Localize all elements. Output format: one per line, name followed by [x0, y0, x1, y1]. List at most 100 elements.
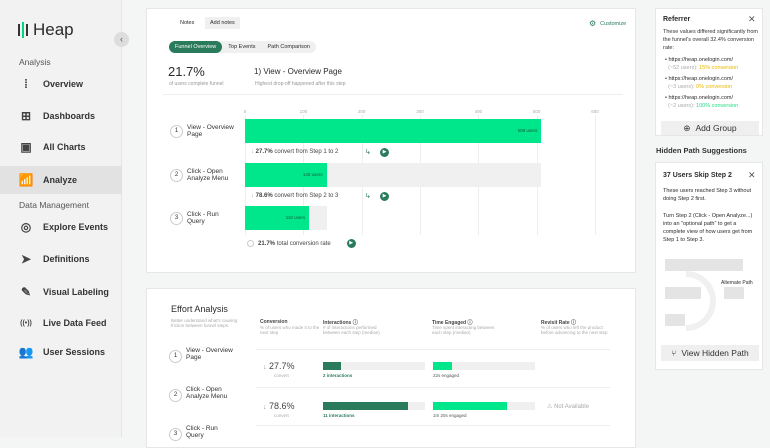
add-group-button[interactable]: ⊕ Add Group	[661, 121, 759, 135]
step-number: 3	[170, 212, 183, 225]
total-conversion: 21.7% total conversion rate ▶	[247, 239, 356, 248]
sidebar-item-definitions[interactable]: ➤ Definitions	[0, 245, 122, 273]
step-label: View - Overview Page	[187, 124, 234, 138]
placeholder-block	[665, 314, 685, 326]
step-conversion: ↓ 78.6% convert from Step 2 to 3	[251, 193, 339, 199]
customize-button[interactable]: ⚙ Customize	[589, 19, 626, 28]
sidebar-item-label: User Sessions	[43, 347, 106, 357]
hidden-path-card: 37 Users Skip Step 2 ✕ These users reach…	[655, 162, 763, 370]
step-number: 2	[170, 169, 183, 182]
hidden-card-title: 37 Users Skip Step 2	[663, 172, 732, 179]
sidebar-item-label: Visual Labeling	[43, 287, 109, 297]
x-tick-label: 600	[591, 109, 599, 114]
sidebar-item-label: Analyze	[43, 175, 78, 185]
play-icon[interactable]: ▶	[380, 192, 389, 201]
sidebar-item-live-data-feed[interactable]: ((•)) Live Data Feed	[0, 309, 122, 337]
step-label: Click - Open Analyze Menu	[186, 386, 228, 400]
view-hidden-path-button[interactable]: ⑂ View Hidden Path	[661, 345, 759, 361]
conversion-rate: 78.6%	[255, 193, 273, 199]
cursor-icon: ➤	[20, 252, 32, 266]
sidebar-item-visual-labeling[interactable]: ✎ Visual Labeling	[0, 278, 122, 306]
users-icon: 👥	[18, 345, 34, 359]
effort-card: Effort Analysis Better understand what's…	[146, 288, 636, 448]
funnel-bar[interactable]	[245, 206, 310, 230]
funnel-card: Notes Add notes ⚙ Customize Funnel Overvi…	[146, 8, 636, 273]
path-curve	[686, 271, 716, 331]
alternate-path-label: Alternate Path	[721, 280, 753, 286]
sidebar-item-label: Overview	[43, 79, 84, 89]
add-group-label: Add Group	[695, 123, 737, 133]
chart-icon: ▣	[20, 140, 32, 154]
conversion-text: convert from Step 2 to 3	[274, 193, 339, 199]
column-title: Conversion	[260, 319, 288, 325]
x-tick-label: 300	[416, 109, 424, 114]
add-notes-button[interactable]: Add notes	[205, 17, 240, 29]
close-icon[interactable]: ✕	[748, 170, 756, 180]
sidebar-item-analyze[interactable]: 📶 Analyze	[0, 166, 122, 194]
dropoff-caption: Highest drop-off happened after this ste…	[255, 81, 346, 87]
referrer-card: Referrer ✕ These values differed signifi…	[655, 8, 763, 136]
path-arrow-icon[interactable]: ↳	[365, 193, 371, 200]
referrer-item: • https://heap.onelogin.com/ (~52 users)…	[665, 57, 739, 71]
funnel-bar[interactable]	[245, 163, 327, 187]
step-label: Click - Open Analyze Menu	[187, 168, 229, 182]
plus-circle-icon: ⊕	[683, 122, 691, 133]
step-label: Click - Run Query	[186, 425, 218, 439]
interactions-bar	[323, 362, 425, 370]
sidebar-item-label: Explore Events	[43, 222, 109, 232]
analyze-icon: 📶	[18, 173, 34, 187]
brand-name: Heap	[33, 20, 74, 39]
tab-path-comparison[interactable]: Path Comparison	[267, 44, 311, 50]
referrer-item: • https://heap.onelogin.com/ (~2 users):…	[665, 95, 739, 109]
interactions-value: 2 interactions	[323, 373, 353, 378]
sidebar-item-user-sessions[interactable]: 👥 User Sessions	[0, 338, 122, 366]
total-text: total conversion rate	[276, 240, 331, 247]
row-divider	[256, 349, 610, 350]
interactions-value: 11 interactions	[323, 413, 355, 418]
overview-icon: ⁞	[24, 77, 28, 91]
play-icon[interactable]: ▶	[346, 239, 356, 248]
placeholder-block	[665, 287, 701, 299]
x-tick-label: 400	[474, 109, 483, 114]
step-number: 1	[169, 350, 182, 363]
collapse-sidebar-button[interactable]: ‹	[114, 32, 129, 47]
column-title: Revisit Rate ⓘ	[541, 320, 577, 326]
play-icon[interactable]: ▶	[380, 148, 389, 157]
x-tick-label: 200	[357, 109, 366, 114]
column-desc: % of users who made it to the next step	[260, 325, 320, 335]
column-desc: # of interactions performed between each…	[323, 325, 380, 335]
total-rate: 21.7%	[258, 240, 276, 247]
step-label: View - Overview Page	[186, 347, 233, 361]
path-arrow-icon[interactable]: ↳	[365, 149, 371, 156]
conversion-rate: 27.7%	[255, 149, 273, 155]
convert-label: convert	[274, 413, 289, 418]
funnel-bar[interactable]	[245, 119, 542, 143]
close-icon[interactable]: ✕	[748, 14, 756, 24]
column-desc: Time spent interacting between each step…	[432, 325, 495, 335]
funnel-tabs: Funnel Overview Top Events Path Comparis…	[169, 41, 316, 53]
sidebar: Heap Analysis Data Management ⁞ Overview ⊞…	[0, 0, 122, 437]
sidebar-item-dashboards[interactable]: ⊞ Dashboards	[0, 102, 122, 130]
divider	[163, 94, 623, 95]
placeholder-block	[665, 259, 743, 271]
revisit-not-available: ⚠ Not Available	[547, 404, 589, 410]
sidebar-item-all-charts[interactable]: ▣ All Charts	[0, 133, 122, 161]
step-conversion: ↓ 27.7% convert from Step 1 to 2	[251, 149, 339, 155]
check-circle-icon	[247, 240, 254, 247]
sidebar-item-overview[interactable]: ⁞ Overview	[0, 70, 122, 98]
heap-logo[interactable]: Heap	[18, 20, 74, 40]
dashboard-grid-icon: ⊞	[20, 109, 32, 123]
sidebar-item-explore-events[interactable]: ◎ Explore Events	[0, 213, 122, 241]
convert-label: convert	[274, 373, 289, 378]
sidebar-item-label: Definitions	[43, 254, 90, 264]
time-value: 1m 20s engaged	[433, 413, 467, 418]
warning-icon: ⚠	[547, 404, 553, 410]
tab-top-events[interactable]: Top Events	[228, 44, 256, 50]
referrer-title: Referrer	[663, 16, 691, 23]
step-number: 1	[170, 125, 183, 138]
chevron-left-icon: ‹	[120, 34, 123, 44]
tab-funnel-overview[interactable]: Funnel Overview	[169, 41, 223, 53]
row-divider	[256, 387, 610, 388]
notes-label: Notes	[180, 20, 195, 26]
hidden-path-heading: Hidden Path Suggestions	[656, 146, 747, 155]
